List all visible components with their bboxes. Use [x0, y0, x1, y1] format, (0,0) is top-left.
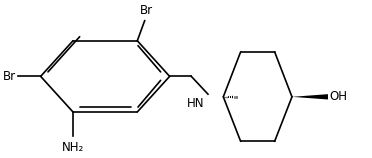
Text: HN: HN — [186, 97, 204, 110]
Text: NH₂: NH₂ — [62, 141, 84, 154]
Text: Br: Br — [3, 70, 16, 83]
Polygon shape — [292, 94, 328, 100]
Text: OH: OH — [330, 90, 348, 103]
Text: Br: Br — [140, 4, 153, 17]
